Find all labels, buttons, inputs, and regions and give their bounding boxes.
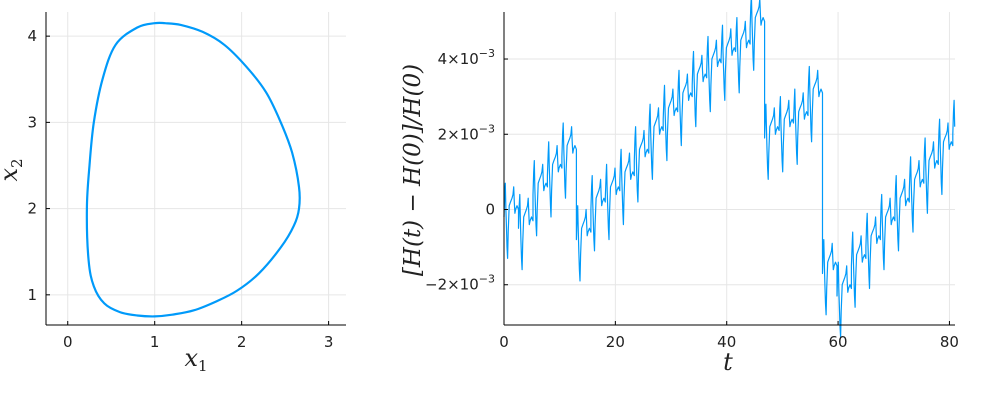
energy-x-ticks: 0 20 40 60 80 <box>499 321 959 351</box>
phase-trajectory-line <box>85 21 301 318</box>
energy-error-plot: 0 20 40 60 80 −2×10−3 0 2×10−3 4×10−3 t [H(t) −… <box>400 0 959 376</box>
phase-x-tick-label: 2 <box>237 333 247 351</box>
energy-y-label: [H(t) − H(0)]/H(0) <box>400 64 426 276</box>
phase-x-ticks: 0 1 2 3 <box>63 321 333 351</box>
phase-y-tick-label: 4 <box>27 27 37 45</box>
energy-y-ticks: −2×10−3 0 2×10−3 4×10−3 <box>425 47 508 294</box>
energy-y-tick-label: 4×10−3 <box>438 47 495 68</box>
energy-error-line <box>503 0 956 338</box>
energy-x-tick-label: 0 <box>499 333 509 351</box>
phase-x-tick-label: 0 <box>63 333 73 351</box>
energy-x-tick-label: 80 <box>940 333 959 351</box>
phase-y-tick-label: 2 <box>27 200 37 218</box>
energy-x-tick-label: 20 <box>606 333 625 351</box>
phase-x-tick-label: 3 <box>324 333 334 351</box>
phase-plot: 0 1 2 3 1 2 3 4 x1 x2 <box>0 12 346 375</box>
phase-x-label: x1 <box>184 344 207 375</box>
phase-y-tick-label: 1 <box>27 286 37 304</box>
energy-y-tick-label: 2×10−3 <box>438 122 495 143</box>
phase-plot-grid <box>46 12 346 325</box>
phase-y-ticks: 1 2 3 4 <box>27 27 50 304</box>
energy-x-label: t <box>723 348 733 376</box>
energy-y-tick-label: 0 <box>485 201 495 219</box>
phase-x-tick-label: 1 <box>150 333 160 351</box>
phase-y-tick-label: 3 <box>27 113 37 131</box>
energy-x-tick-label: 40 <box>717 333 736 351</box>
phase-y-label: x2 <box>0 158 26 181</box>
energy-y-tick-label: −2×10−3 <box>425 273 495 294</box>
energy-plot-grid <box>503 12 955 325</box>
energy-x-tick-label: 60 <box>829 333 848 351</box>
